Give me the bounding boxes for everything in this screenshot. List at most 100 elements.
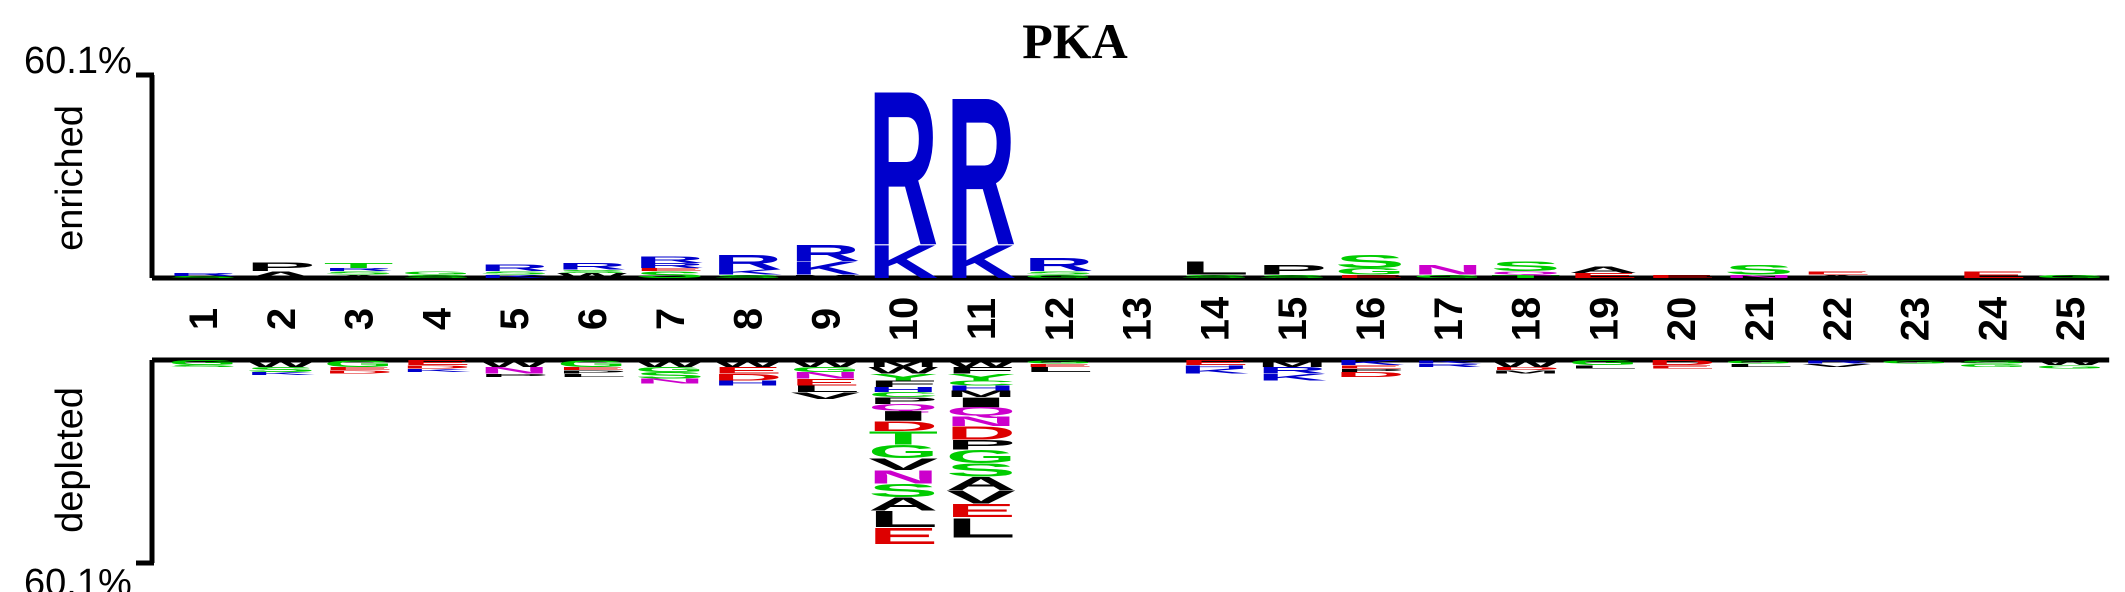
letter: F (868, 379, 938, 389)
letter: M (790, 274, 860, 279)
position-label: 15 (1271, 297, 1315, 342)
letter: T (324, 262, 394, 270)
letter: R (1257, 365, 1327, 375)
letter: S (946, 460, 1016, 481)
letter: N (635, 377, 705, 385)
letter: G (2035, 274, 2105, 279)
letter: W (790, 358, 860, 368)
letter: E (324, 366, 394, 371)
letter: R (479, 263, 549, 273)
letter: W (713, 358, 783, 368)
letter: E (1335, 364, 1405, 369)
letter: W (2035, 359, 2105, 367)
position-label: 19 (1582, 297, 1626, 342)
letter: S (1024, 270, 1094, 275)
letter: C (868, 391, 938, 399)
letter: D (401, 364, 471, 369)
letter: K (946, 235, 1016, 288)
letter: V (790, 391, 860, 401)
y-tick-label: 60.1% (24, 40, 132, 82)
letter: K (868, 235, 938, 288)
letter: K (1179, 367, 1249, 375)
letter: G (1880, 359, 1950, 364)
letter: G (1724, 359, 1794, 364)
letter: G (557, 358, 627, 368)
position-label: 24 (1971, 296, 2015, 341)
letter: G (1335, 266, 1405, 276)
letter: C (946, 379, 1016, 387)
letter: H (1179, 364, 1249, 369)
position-label: 2 (260, 308, 304, 330)
letter: M (946, 389, 1016, 399)
letter: R (790, 240, 860, 266)
letter: K (1335, 359, 1405, 367)
letter: S (401, 274, 471, 279)
letter: R (1413, 363, 1483, 368)
letter: L (557, 373, 627, 378)
letter: A (246, 270, 316, 280)
letter: P (246, 261, 316, 274)
letter: S (1724, 262, 1794, 278)
letter: S (1491, 259, 1561, 275)
letter: A (868, 494, 938, 515)
position-label: 25 (2049, 297, 2093, 342)
letter: D (1491, 366, 1561, 371)
letter: D (1335, 371, 1405, 379)
letter: N (946, 413, 1016, 429)
letter: L (1024, 366, 1094, 374)
letter: A (324, 274, 394, 279)
letter: P (557, 369, 627, 374)
letter: L (1724, 363, 1794, 368)
position-label: 8 (727, 308, 771, 330)
letter: H (946, 384, 1016, 392)
letter: E (868, 523, 938, 549)
letter: E (1957, 270, 2027, 280)
letter: K (1257, 372, 1327, 382)
letter: G (790, 366, 860, 374)
letter: R (946, 54, 1016, 290)
letter: W (557, 272, 627, 280)
letter: H (713, 379, 783, 387)
position-label: 5 (493, 308, 537, 330)
position-label: 20 (1660, 297, 1704, 342)
letter: G (1024, 274, 1094, 279)
letter: R (168, 272, 238, 277)
letter: E (946, 500, 1016, 521)
letter: K (479, 274, 549, 279)
position-label: 4 (415, 307, 459, 330)
letter: E (1179, 359, 1249, 367)
letter: L (790, 384, 860, 394)
letter: S (635, 270, 705, 280)
position-label: 23 (1894, 297, 1938, 342)
letter: S (168, 275, 238, 278)
letter: G (946, 446, 1016, 467)
letter: I (946, 395, 1016, 411)
letter: P (479, 373, 549, 378)
position-label: 1 (182, 308, 226, 330)
letter: E (1646, 364, 1716, 369)
letter: S (635, 370, 705, 380)
position-label: 21 (1738, 297, 1782, 342)
letter: W (868, 365, 938, 375)
letter: R (1802, 359, 1872, 364)
letter: L (1179, 258, 1249, 279)
letter: K (246, 371, 316, 376)
letter: Q (946, 405, 1016, 418)
letter: S (1335, 251, 1405, 272)
letter: D (324, 369, 394, 374)
letter: W (246, 358, 316, 368)
letter: S (1257, 274, 1327, 279)
letter: L (946, 512, 1016, 543)
letter: G (635, 366, 705, 374)
letter: R (324, 267, 394, 272)
letter: G (401, 270, 471, 275)
letter: E (713, 365, 783, 375)
letter: G (1413, 274, 1483, 279)
letter: E (557, 366, 627, 371)
letter: R (635, 254, 705, 264)
position-label: 7 (649, 308, 693, 330)
position-label: 14 (1193, 296, 1237, 341)
letter: N (1724, 274, 1794, 279)
letter: W (1491, 358, 1561, 368)
